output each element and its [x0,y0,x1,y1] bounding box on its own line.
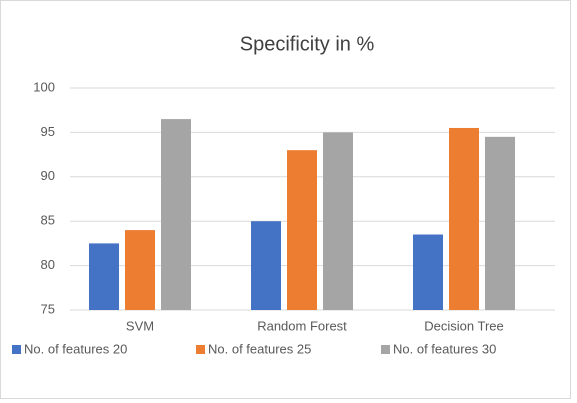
bar [413,234,443,310]
bar [161,119,191,310]
legend-label: No. of features 20 [24,341,127,356]
bar [251,221,281,310]
x-tick-label: Decision Tree [424,318,503,333]
chart-title: Specificity in % [240,33,375,55]
x-tick-label: Random Forest [257,318,347,333]
bar [323,132,353,310]
bar [287,150,317,310]
legend-label: No. of features 25 [208,341,311,356]
bar [125,230,155,310]
y-tick-label: 80 [41,257,55,272]
y-tick-label: 90 [41,168,55,183]
y-tick-label: 75 [41,301,55,316]
legend-swatch [196,345,205,354]
legend-swatch [12,345,21,354]
y-tick-label: 85 [41,213,55,228]
bar [449,127,479,311]
y-tick-label: 100 [33,79,55,94]
legend-label: No. of features 30 [393,341,496,356]
bar [89,243,119,310]
legend-swatch [381,345,390,354]
x-tick-label: SVM [126,318,154,333]
bar [485,136,515,310]
y-tick-label: 95 [41,124,55,139]
